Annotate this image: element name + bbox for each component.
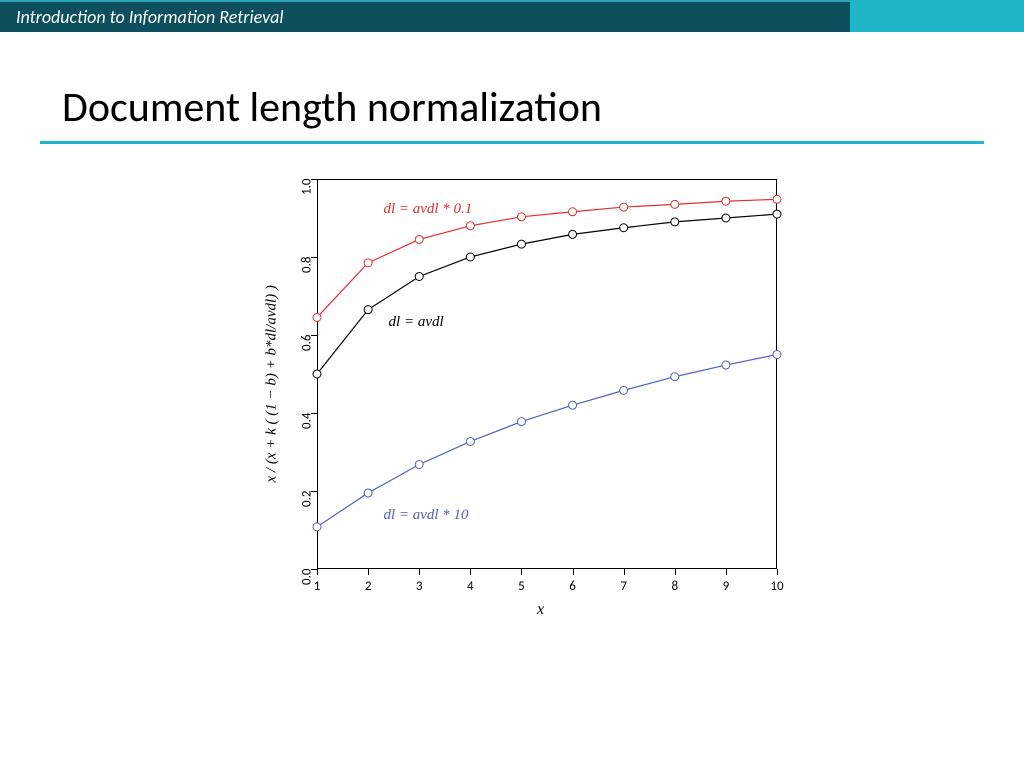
- series-marker: [620, 203, 628, 211]
- series-marker: [466, 222, 474, 230]
- series-marker: [517, 418, 525, 426]
- series-marker: [671, 200, 679, 208]
- series-marker: [313, 523, 321, 531]
- series-marker: [671, 218, 679, 226]
- series-marker: [722, 197, 730, 205]
- series-marker: [773, 351, 781, 359]
- chart-box: 0.00.20.40.60.81.012345678910x / (x + k …: [232, 164, 792, 624]
- series-marker: [313, 370, 321, 378]
- series-marker: [415, 273, 423, 281]
- series-marker: [773, 210, 781, 218]
- series-marker: [569, 230, 577, 238]
- series-marker: [517, 240, 525, 248]
- series-marker: [773, 195, 781, 203]
- header-bar: Introduction to Information Retrieval: [0, 0, 1024, 32]
- header-dark-section: Introduction to Information Retrieval: [0, 0, 850, 32]
- series-marker: [364, 489, 372, 497]
- series-marker: [517, 213, 525, 221]
- series-line: [317, 214, 777, 374]
- series-marker: [671, 373, 679, 381]
- series-line: [317, 355, 777, 527]
- slide-title: Document length normalization: [0, 32, 1024, 141]
- series-line: [317, 199, 777, 317]
- series-marker: [569, 401, 577, 409]
- series-marker: [722, 361, 730, 369]
- title-underline: [40, 141, 984, 144]
- chart-container: 0.00.20.40.60.81.012345678910x / (x + k …: [0, 164, 1024, 624]
- series-marker: [364, 259, 372, 267]
- series-marker: [364, 306, 372, 314]
- series-marker: [313, 313, 321, 321]
- series-marker: [620, 224, 628, 232]
- series-marker: [415, 235, 423, 243]
- series-marker: [722, 214, 730, 222]
- series-marker: [569, 208, 577, 216]
- header-title: Introduction to Information Retrieval: [16, 6, 284, 28]
- series-marker: [620, 386, 628, 394]
- series-marker: [466, 437, 474, 445]
- series-marker: [415, 460, 423, 468]
- chart-svg: [232, 164, 792, 624]
- header-accent-section: [850, 0, 1024, 32]
- series-marker: [466, 253, 474, 261]
